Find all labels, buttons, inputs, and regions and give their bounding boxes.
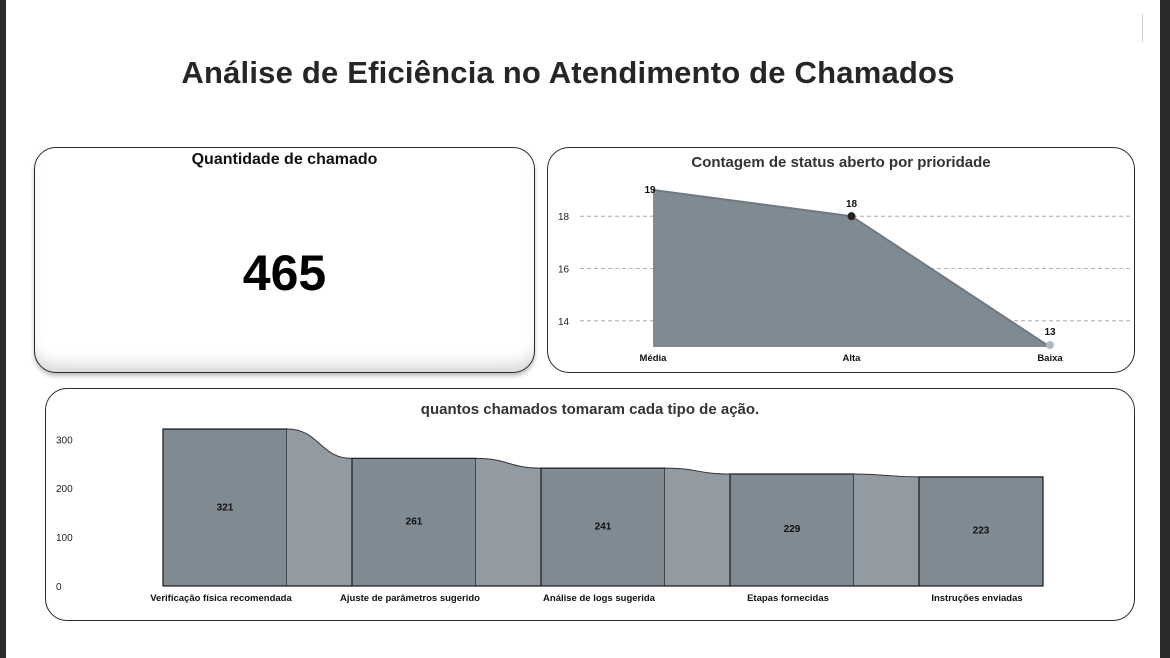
x-tick-label: Baixa [1037, 353, 1063, 364]
action-bar-chart: 0 100 200 300 321 Verificação física recomend… [46, 389, 1136, 622]
dashboard-page: Análise de Eficiência no Atendimento de … [6, 0, 1160, 658]
priority-area-chart: 14 16 18 19 Média 18 Alta 13 Baixa [548, 148, 1136, 374]
data-point [848, 212, 856, 220]
data-label: 261 [406, 517, 423, 528]
data-label: 321 [217, 503, 234, 514]
x-tick-label: Etapas fornecidas [747, 593, 829, 604]
ribbon-connector [665, 468, 730, 586]
kpi-card[interactable]: Quantidade de chamado 465 [34, 147, 535, 373]
y-tick-label: 0 [56, 582, 62, 593]
x-tick-label: Análise de logs sugerida [543, 593, 656, 604]
x-tick-label: Instruções enviadas [931, 593, 1022, 604]
y-tick-label: 200 [56, 484, 73, 495]
action-bar-chart-card[interactable]: quantos chamados tomaram cada tipo de aç… [45, 388, 1135, 621]
data-label: 19 [644, 185, 656, 196]
x-tick-label: Verificação física recomendada [150, 593, 292, 604]
data-label: 223 [973, 526, 990, 537]
y-tick-label: 14 [558, 317, 570, 328]
ribbon-connector [854, 474, 919, 586]
data-label: 18 [846, 199, 858, 210]
data-label: 241 [595, 521, 612, 532]
y-tick-label: 300 [56, 435, 73, 446]
x-tick-label: Média [640, 353, 668, 364]
kpi-title: Quantidade de chamado [35, 151, 534, 169]
kpi-value: 465 [35, 244, 534, 302]
y-tick-label: 18 [558, 212, 570, 223]
data-label: 13 [1044, 327, 1056, 338]
ribbon-connector [476, 458, 541, 586]
y-tick-label: 100 [56, 533, 73, 544]
page-title: Análise de Eficiência no Atendimento de … [6, 55, 1130, 91]
page-edge-mark [1142, 14, 1143, 42]
x-tick-label: Alta [843, 353, 862, 364]
y-tick-label: 16 [558, 265, 570, 276]
x-tick-label: Ajuste de parâmetros sugerido [340, 593, 480, 604]
data-label: 229 [784, 524, 801, 535]
ribbon-connector [287, 429, 352, 586]
data-point [1046, 341, 1054, 349]
priority-area-chart-card[interactable]: Contagem de status aberto por prioridade… [547, 147, 1135, 373]
